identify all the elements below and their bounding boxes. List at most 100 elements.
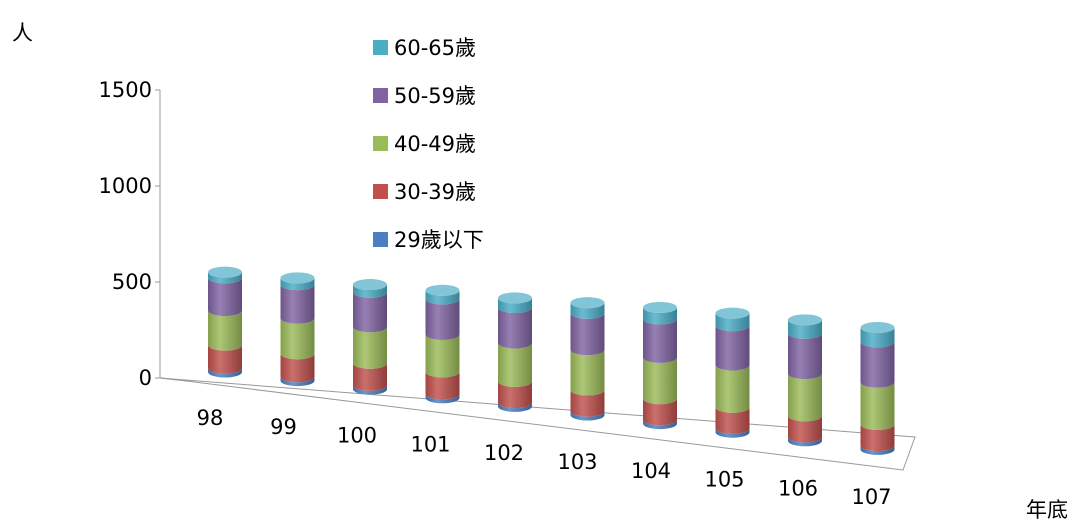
legend-swatch — [373, 136, 388, 151]
bar-segment-99-50-59歲 — [280, 284, 315, 324]
y-tick-label: 0 — [139, 366, 152, 390]
bar-segment-104-29歲以下 — [643, 419, 677, 430]
x-tick-label-100: 100 — [337, 424, 377, 448]
bar-segment-104-30-39歲 — [643, 398, 677, 426]
bar-segment-99-40-49歲 — [280, 318, 315, 360]
legend-label: 60-65歲 — [394, 36, 476, 60]
bar-segment-106-60-65歲 — [788, 319, 822, 339]
legend-label: 40-49歲 — [394, 132, 476, 156]
bar-stack-104 — [643, 301, 677, 430]
bar-top-cap-102 — [498, 292, 532, 304]
bar-segment-98-40-49歲 — [208, 310, 242, 351]
bar-segment-98-50-59歲 — [208, 277, 242, 317]
bar-stack-106 — [788, 314, 822, 447]
bar-segment-106-40-49歲 — [788, 373, 822, 422]
x-axis-unit-label: 年底 — [1026, 498, 1068, 520]
bar-top-cap-98 — [208, 266, 242, 278]
bar-segment-98-60-65歲 — [208, 272, 242, 284]
bar-stack-98 — [208, 266, 242, 378]
x-tick-label-106: 106 — [778, 476, 818, 500]
legend-swatch — [373, 232, 388, 247]
legend-swatch — [373, 88, 388, 103]
bar-segment-102-40-49歲 — [498, 343, 532, 387]
floor-edge — [159, 377, 179, 381]
labels-layer: 0 500 1000 1500 98 99 100 101 102 103 104 105 106 107 — [99, 78, 892, 509]
bar-segment-104-50-59歲 — [643, 318, 677, 363]
legend-label: 29歲以下 — [394, 228, 484, 252]
y-axis-unit-label: 人 — [12, 21, 33, 45]
bar-top-cap-103 — [570, 297, 605, 309]
bar-segment-103-50-59歲 — [570, 313, 605, 356]
bar-segment-102-29歲以下 — [498, 402, 532, 412]
bar-segment-105-29歲以下 — [715, 428, 750, 438]
bar-stack-105 — [715, 307, 750, 438]
bar-segment-98-29歲以下 — [208, 368, 242, 378]
bar-segment-107-50-59歲 — [860, 341, 895, 388]
bar-top-cap-100 — [353, 279, 387, 291]
legend-label: 30-39歲 — [394, 180, 476, 204]
legend-item-29歲以下: 29歲以下 — [373, 228, 484, 252]
bar-top-cap-99 — [280, 272, 315, 284]
bars-layer — [208, 266, 895, 455]
bar-stack-103 — [570, 297, 605, 421]
bar-segment-107-40-49歲 — [860, 382, 895, 430]
bar-segment-102-60-65歲 — [498, 297, 532, 314]
legend-swatch — [373, 40, 388, 55]
bar-segment-103-29歲以下 — [570, 411, 605, 421]
bar-segment-107-29歲以下 — [860, 445, 895, 455]
bar-stack-107 — [860, 321, 895, 455]
legend-item-50-59歲: 50-59歲 — [373, 84, 476, 108]
bar-segment-98-30-39歲 — [208, 345, 242, 374]
bar-segment-102-30-39歲 — [498, 381, 532, 409]
x-tick-label-103: 103 — [557, 450, 597, 474]
legend-item-40-49歲: 40-49歲 — [373, 132, 476, 156]
x-tick-label-107: 107 — [851, 485, 891, 509]
bar-segment-100-29歲以下 — [353, 385, 387, 395]
bar-segment-105-50-59歲 — [715, 325, 750, 371]
bar-segment-105-60-65歲 — [715, 313, 750, 332]
bar-segment-103-40-49歲 — [570, 349, 605, 396]
x-tick-label-98: 98 — [197, 406, 224, 430]
bar-segment-104-60-65歲 — [643, 307, 677, 325]
x-tick-label-99: 99 — [270, 415, 297, 439]
bar-segment-100-40-49歲 — [353, 326, 387, 369]
bar-segment-105-30-39歲 — [715, 407, 750, 434]
bar-segment-99-30-39歲 — [280, 353, 315, 383]
bar-top-cap-105 — [715, 307, 750, 319]
legend-item-60-65歲: 60-65歲 — [373, 36, 476, 60]
x-tick-label-105: 105 — [704, 468, 744, 492]
legend-swatch — [373, 184, 388, 199]
bar-segment-101-50-59歲 — [425, 298, 460, 340]
bar-segment-101-29歲以下 — [425, 393, 460, 404]
legend-label: 50-59歲 — [394, 84, 476, 108]
bar-top-cap-107 — [860, 321, 895, 333]
bar-segment-101-60-65歲 — [425, 290, 460, 305]
bar-stack-100 — [353, 279, 387, 395]
bar-segment-100-60-65歲 — [353, 284, 387, 298]
bar-segment-103-60-65歲 — [570, 302, 605, 319]
bar-segment-100-30-39歲 — [353, 363, 387, 391]
bar-stack-101 — [425, 284, 460, 404]
bar-segment-106-30-39歲 — [788, 415, 822, 443]
bar-top-cap-104 — [643, 301, 677, 313]
legend-item-30-39歲: 30-39歲 — [373, 180, 476, 204]
x-tick-label-101: 101 — [410, 432, 450, 456]
bar-segment-103-30-39歲 — [570, 390, 605, 417]
bar-top-cap-106 — [788, 314, 822, 326]
y-tick-label: 500 — [112, 270, 152, 294]
bar-segment-102-50-59歲 — [498, 307, 532, 349]
bar-segment-105-40-49歲 — [715, 365, 750, 413]
bar-segment-100-50-59歲 — [353, 292, 387, 333]
bar-segment-107-30-39歲 — [860, 424, 895, 452]
x-tick-label-102: 102 — [484, 441, 524, 465]
bar-stack-102 — [498, 292, 532, 412]
bar-segment-106-29歲以下 — [788, 436, 822, 447]
y-tick-label: 1000 — [99, 174, 152, 198]
bar-segment-104-40-49歲 — [643, 357, 677, 405]
x-tick-label-104: 104 — [631, 459, 671, 483]
bar-segment-99-29歲以下 — [280, 376, 315, 387]
y-tick-label: 1500 — [99, 78, 152, 102]
bar-segment-107-60-65歲 — [860, 327, 895, 348]
